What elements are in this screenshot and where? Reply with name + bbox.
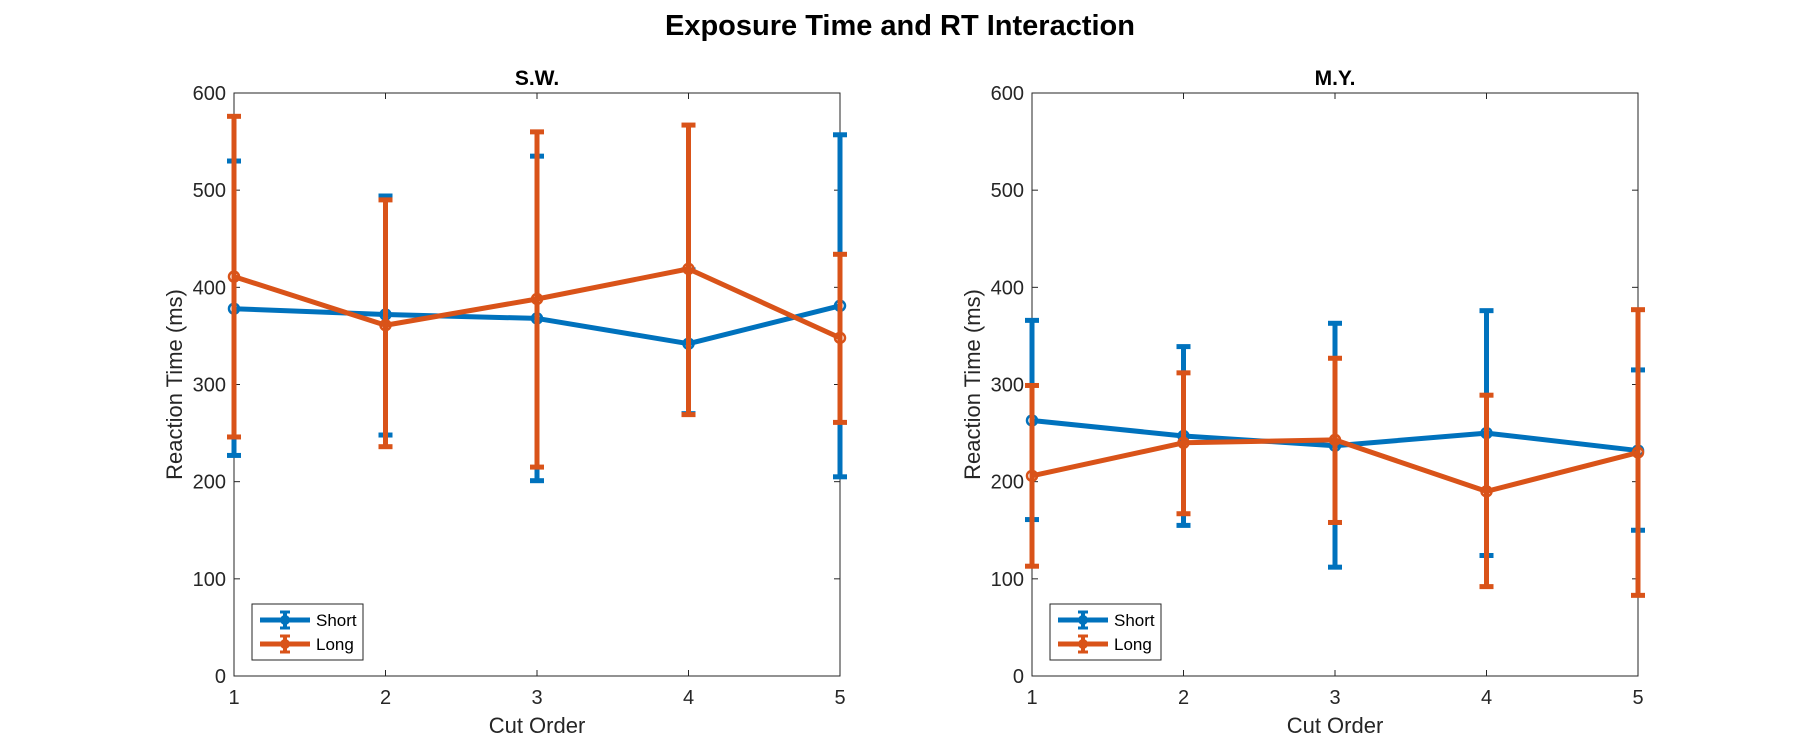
legend-swatch-marker [1078,615,1088,625]
data-point [1328,433,1342,447]
y-tick-label: 400 [991,277,1024,299]
data-point [833,331,847,345]
x-tick-label: 5 [1632,687,1643,709]
x-tick-label: 1 [228,687,239,709]
series-line [233,266,842,341]
series-long [1025,307,1645,598]
x-tick-label: 5 [834,687,845,709]
x-tick-label: 3 [1329,687,1340,709]
y-tick-label: 200 [991,472,1024,494]
y-tick-label: 300 [991,375,1024,397]
y-tick-label: 600 [991,83,1024,105]
data-point [1480,485,1493,498]
series-line [1031,437,1639,494]
y-tick-label: 600 [193,83,226,105]
y-tick-label: 100 [991,569,1024,591]
series-long [227,113,847,470]
legend-box [1049,603,1162,661]
figure-title: Exposure Time and RT Interaction [664,10,1135,42]
x-tick-label: 1 [1026,687,1037,709]
x-axis-label: Cut Order [489,713,586,738]
chart-panel-2: 0 100 200 300 400 500 600 1 2 3 4 5 M.Y. Cut Order Rea… [960,67,1645,738]
data-point [1631,446,1645,459]
chart-panel-1: 0 100 200 300 400 500 600 1 2 3 4 5 S.W. Cut Order Rea… [162,67,847,738]
data-point [1025,469,1039,483]
x-tick-label: 3 [531,687,542,709]
data-point [227,270,241,283]
y-tick-label: 500 [193,180,226,202]
legend-box [251,603,364,661]
data-point [1177,436,1190,450]
y-tick-label: 400 [193,277,226,299]
x-axis-label: Cut Order [1287,713,1384,738]
legend-label-long: Long [1114,635,1152,654]
y-axis-label: Reaction Time (ms) [162,289,187,480]
x-tick-label: 2 [380,687,391,709]
y-tick-label: 300 [193,375,226,397]
x-tick-label: 2 [1178,687,1189,709]
subplot-title: S.W. [515,67,559,90]
legend-swatch-marker [280,615,290,625]
legend-swatch-marker [1078,639,1088,649]
y-tick-label: 0 [215,666,226,688]
legend-label-short: Short [316,611,357,630]
data-point [682,262,695,276]
legend: Short Long [251,603,364,661]
legend-label-long: Long [316,635,354,654]
data-point [379,318,392,332]
x-tick-label: 4 [1481,687,1492,709]
legend-swatch-marker [280,639,290,649]
subplot-title: M.Y. [1315,67,1356,90]
y-tick-label: 500 [991,180,1024,202]
legend: Short Long [1049,603,1162,661]
y-tick-label: 0 [1013,666,1024,688]
y-axis-label: Reaction Time (ms) [960,289,985,480]
y-tick-label: 100 [193,569,226,591]
legend-label-short: Short [1114,611,1155,630]
x-tick-label: 4 [683,687,694,709]
data-point [530,292,544,306]
y-tick-label: 200 [193,472,226,494]
